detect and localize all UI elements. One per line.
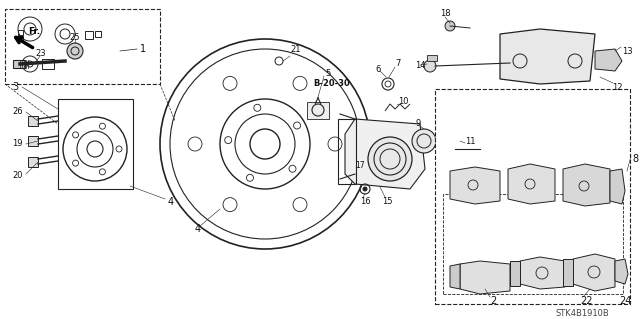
Polygon shape [500, 29, 595, 84]
Bar [42, 59, 54, 69]
Polygon shape [520, 257, 565, 289]
Bar [85, 31, 93, 39]
Circle shape [424, 60, 436, 72]
Text: 2: 2 [490, 296, 496, 306]
Bar [58, 99, 133, 189]
Text: STK4B1910B: STK4B1910B [555, 308, 609, 317]
Text: 19: 19 [12, 139, 22, 149]
Polygon shape [510, 261, 520, 286]
Circle shape [368, 137, 412, 181]
Text: 26: 26 [12, 108, 22, 116]
Polygon shape [563, 164, 610, 206]
Text: 5: 5 [325, 70, 330, 78]
Circle shape [412, 129, 436, 153]
Polygon shape [573, 254, 615, 291]
Text: B-20-30: B-20-30 [313, 79, 349, 88]
Text: 11: 11 [465, 137, 476, 145]
Text: 16: 16 [360, 197, 371, 205]
Text: 8: 8 [632, 154, 638, 164]
Text: 15: 15 [382, 197, 392, 205]
Polygon shape [563, 259, 573, 286]
Text: 13: 13 [622, 47, 632, 56]
Bar [95, 31, 101, 37]
FancyBboxPatch shape [5, 9, 160, 84]
Text: 4: 4 [168, 197, 174, 207]
Bar [338, 119, 356, 184]
FancyBboxPatch shape [435, 89, 630, 304]
Bar [13, 60, 25, 68]
Text: 9: 9 [415, 120, 420, 129]
Text: 7: 7 [395, 60, 401, 69]
Polygon shape [460, 261, 510, 294]
Text: 3: 3 [12, 82, 18, 92]
Text: 12: 12 [612, 83, 623, 92]
Text: 17: 17 [355, 161, 365, 170]
Bar [18, 30, 23, 35]
Bar [470, 145, 495, 153]
Text: 20: 20 [12, 172, 22, 181]
Text: 10: 10 [398, 97, 408, 106]
Polygon shape [450, 264, 460, 289]
Bar [427, 55, 437, 61]
Text: 6: 6 [375, 64, 380, 73]
Polygon shape [595, 49, 622, 71]
Bar [28, 116, 38, 126]
Bar [307, 102, 329, 119]
Circle shape [445, 21, 455, 31]
Circle shape [363, 187, 367, 191]
Polygon shape [610, 169, 625, 204]
Circle shape [67, 43, 83, 59]
Text: 25: 25 [70, 33, 80, 41]
Text: 24: 24 [619, 296, 632, 306]
Text: 22: 22 [580, 296, 593, 306]
Polygon shape [345, 119, 425, 189]
Circle shape [449, 143, 461, 155]
Polygon shape [508, 164, 555, 204]
Text: Fr.: Fr. [28, 26, 40, 35]
Text: 4: 4 [195, 224, 201, 234]
Text: 21: 21 [290, 44, 301, 54]
Bar [18, 36, 23, 41]
Text: 14: 14 [415, 62, 426, 70]
Bar [28, 136, 38, 146]
Bar [28, 157, 38, 167]
Polygon shape [450, 167, 500, 204]
FancyBboxPatch shape [443, 194, 623, 294]
Text: 23: 23 [35, 49, 45, 58]
Text: 1: 1 [140, 44, 146, 54]
Text: 18: 18 [440, 10, 451, 19]
Polygon shape [615, 259, 628, 284]
Circle shape [27, 61, 33, 67]
